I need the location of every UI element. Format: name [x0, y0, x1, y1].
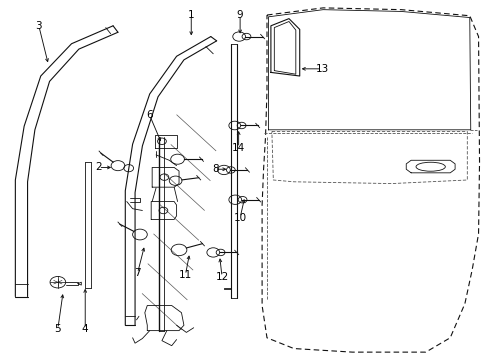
Text: 13: 13: [316, 64, 329, 74]
Text: 3: 3: [35, 21, 42, 31]
Text: 6: 6: [147, 111, 153, 121]
Text: 5: 5: [54, 324, 61, 334]
Text: 10: 10: [234, 213, 246, 222]
Text: 7: 7: [134, 268, 141, 278]
Text: 4: 4: [82, 324, 89, 334]
Text: 8: 8: [212, 164, 219, 174]
Text: 12: 12: [216, 272, 229, 282]
Text: 1: 1: [188, 10, 195, 20]
Text: 14: 14: [232, 143, 245, 153]
Text: 9: 9: [237, 10, 244, 20]
Text: 11: 11: [179, 270, 192, 280]
Text: 2: 2: [95, 162, 102, 172]
